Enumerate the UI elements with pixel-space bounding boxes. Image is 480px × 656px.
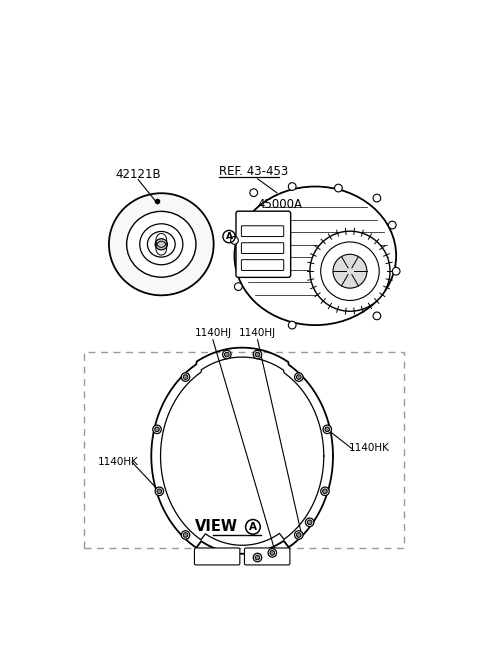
FancyBboxPatch shape <box>244 548 290 565</box>
Circle shape <box>373 312 381 319</box>
Circle shape <box>323 425 332 434</box>
Circle shape <box>335 184 342 192</box>
Circle shape <box>183 375 188 379</box>
Text: 1140HJ: 1140HJ <box>239 328 276 338</box>
Circle shape <box>230 237 238 244</box>
Circle shape <box>253 553 262 562</box>
Circle shape <box>295 531 303 539</box>
Text: A: A <box>249 522 257 532</box>
Circle shape <box>388 221 396 229</box>
FancyBboxPatch shape <box>194 548 240 565</box>
Circle shape <box>325 427 330 432</box>
Ellipse shape <box>109 194 214 295</box>
Circle shape <box>268 548 276 557</box>
Circle shape <box>234 283 242 291</box>
Circle shape <box>288 182 296 190</box>
Circle shape <box>373 194 381 202</box>
Circle shape <box>255 352 260 357</box>
FancyBboxPatch shape <box>236 211 291 277</box>
Circle shape <box>181 373 190 381</box>
Circle shape <box>310 231 390 311</box>
Circle shape <box>392 268 400 275</box>
Circle shape <box>183 533 188 537</box>
Ellipse shape <box>155 239 168 250</box>
Circle shape <box>323 489 327 493</box>
Ellipse shape <box>140 224 183 265</box>
Circle shape <box>288 321 296 329</box>
Text: 1140HK: 1140HK <box>349 443 390 453</box>
Ellipse shape <box>234 186 396 325</box>
Circle shape <box>305 518 314 527</box>
Circle shape <box>295 373 303 381</box>
Circle shape <box>155 487 164 495</box>
Circle shape <box>255 555 260 560</box>
Circle shape <box>157 489 162 493</box>
Circle shape <box>333 255 367 288</box>
Circle shape <box>181 531 190 539</box>
Circle shape <box>270 550 275 555</box>
Circle shape <box>250 189 258 197</box>
Bar <box>84 352 404 548</box>
Circle shape <box>307 520 312 525</box>
Text: 1140HK: 1140HK <box>98 457 139 467</box>
Text: VIEW: VIEW <box>195 520 238 535</box>
Circle shape <box>321 242 379 300</box>
Text: 1140HJ: 1140HJ <box>194 328 231 338</box>
Text: REF. 43-453: REF. 43-453 <box>219 165 288 178</box>
Circle shape <box>253 350 262 359</box>
Ellipse shape <box>147 232 175 257</box>
Text: 45000A: 45000A <box>258 197 302 211</box>
Circle shape <box>225 352 229 357</box>
Circle shape <box>223 350 231 359</box>
Circle shape <box>153 425 161 434</box>
Circle shape <box>297 533 301 537</box>
Text: A: A <box>226 232 232 241</box>
Circle shape <box>297 375 301 379</box>
Circle shape <box>321 487 329 495</box>
Ellipse shape <box>127 211 196 277</box>
Text: 42121B: 42121B <box>115 169 161 182</box>
Circle shape <box>155 427 159 432</box>
